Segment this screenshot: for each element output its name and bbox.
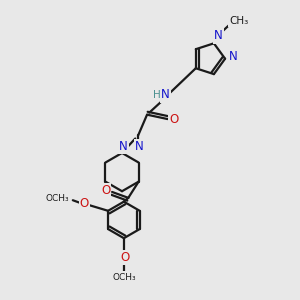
Text: N: N	[135, 140, 144, 153]
Text: H: H	[153, 90, 160, 100]
Text: O: O	[101, 184, 110, 197]
Text: N: N	[229, 50, 238, 63]
Text: CH₃: CH₃	[229, 16, 248, 26]
Text: N: N	[119, 140, 128, 153]
Text: O: O	[169, 112, 179, 126]
Text: OCH₃: OCH₃	[112, 273, 136, 282]
Text: N: N	[214, 29, 223, 43]
Text: N: N	[161, 88, 170, 101]
Text: O: O	[121, 251, 130, 264]
Text: O: O	[80, 197, 89, 210]
Text: OCH₃: OCH₃	[46, 194, 69, 203]
